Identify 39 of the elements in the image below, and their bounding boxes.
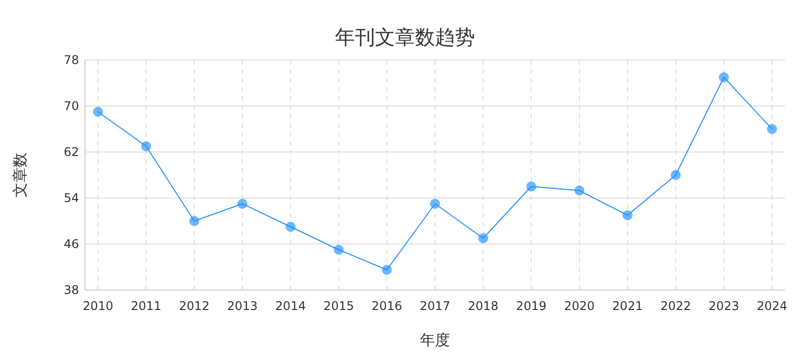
y-axis-title: 文章数 [11, 152, 29, 198]
point [334, 244, 344, 255]
x-tick-label: 2012 [179, 299, 210, 313]
x-tick-label: 2015 [323, 299, 354, 313]
chart-title: 年刊文章数趋势 [335, 25, 475, 49]
point [430, 198, 440, 209]
x-tick-label: 2014 [275, 299, 306, 313]
point [237, 198, 248, 209]
x-axis-title: 年度 [420, 331, 450, 349]
y-tick-label: 54 [64, 191, 79, 205]
point [718, 72, 729, 82]
point [93, 106, 103, 117]
x-tick-label: 2011 [130, 299, 162, 313]
point [382, 264, 392, 275]
point [767, 124, 777, 134]
x-tick-label: 2017 [420, 299, 450, 313]
x-tick-label: 2020 [564, 299, 595, 313]
y-tick-label: 70 [64, 99, 79, 113]
point [622, 210, 633, 220]
y-tick-label: 38 [64, 283, 79, 297]
x-tick-label: 2016 [372, 299, 402, 313]
y-tick-label: 62 [64, 145, 79, 159]
x-tick-label: 2024 [756, 299, 788, 313]
point [670, 170, 681, 180]
point [286, 222, 296, 232]
x-tick-label: 2022 [660, 299, 691, 313]
point [478, 233, 488, 244]
x-tick-label: 2018 [468, 299, 498, 313]
point [526, 182, 536, 192]
point [574, 186, 584, 196]
x-tick-label: 2010 [82, 299, 114, 313]
y-tick-label: 46 [64, 237, 79, 251]
x-tick-label: 2019 [516, 299, 547, 313]
point [141, 141, 152, 152]
x-tick-label: 2013 [227, 299, 258, 313]
x-tick-label: 2021 [612, 299, 643, 313]
point [189, 216, 200, 226]
y-tick-label: 78 [64, 53, 79, 67]
x-tick-label: 2023 [708, 299, 740, 313]
